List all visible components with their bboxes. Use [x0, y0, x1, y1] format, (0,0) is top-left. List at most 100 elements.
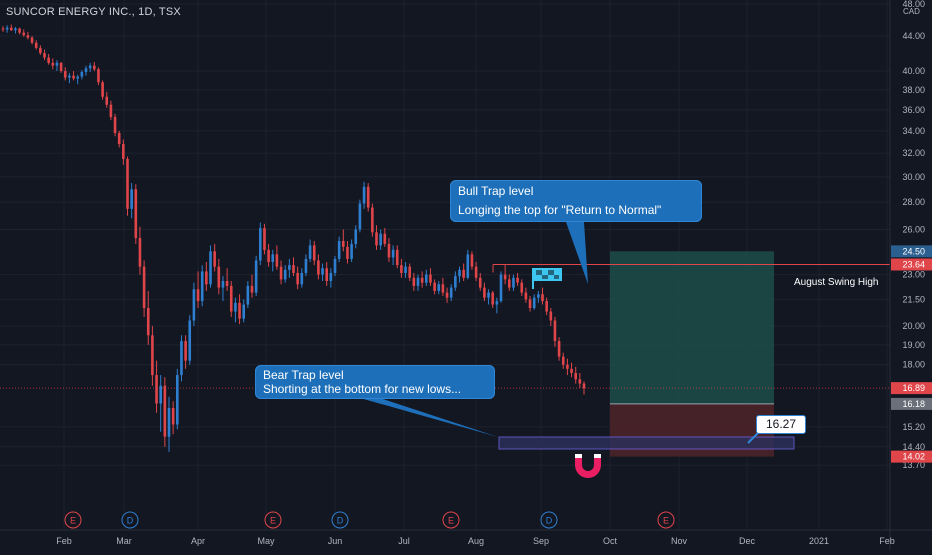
candle-body[interactable]	[167, 408, 171, 437]
candle-body[interactable]	[545, 301, 548, 312]
candle-body[interactable]	[109, 104, 113, 118]
candle-body[interactable]	[466, 254, 470, 278]
candle-body[interactable]	[425, 274, 428, 283]
candle-body[interactable]	[229, 285, 233, 312]
candle-body[interactable]	[395, 249, 399, 266]
candle-body[interactable]	[470, 254, 474, 267]
event-marker[interactable]	[121, 511, 139, 529]
candle-body[interactable]	[10, 27, 13, 31]
candle-body[interactable]	[412, 277, 416, 286]
candle-body[interactable]	[387, 243, 391, 258]
candle-body[interactable]	[366, 186, 370, 208]
candle-body[interactable]	[263, 228, 266, 250]
candle-body[interactable]	[292, 265, 295, 273]
candle-body[interactable]	[499, 274, 503, 302]
candle-body[interactable]	[76, 76, 79, 79]
candle-body[interactable]	[122, 144, 125, 159]
candle-body[interactable]	[88, 65, 92, 69]
candle-body[interactable]	[5, 27, 9, 30]
bull-trap-callout[interactable]: Bull Trap level Longing the top for "Ret…	[450, 180, 702, 222]
candle-body[interactable]	[346, 246, 349, 259]
candle-body[interactable]	[1, 28, 5, 30]
candle-body[interactable]	[321, 268, 324, 275]
candle-body[interactable]	[97, 69, 100, 83]
candle-body[interactable]	[14, 28, 17, 31]
candle-body[interactable]	[304, 258, 308, 273]
candle-body[interactable]	[578, 379, 582, 384]
candle-body[interactable]	[491, 292, 494, 305]
candle-body[interactable]	[151, 335, 154, 376]
candle-body[interactable]	[329, 272, 333, 282]
candle-body[interactable]	[487, 292, 490, 298]
candle-body[interactable]	[254, 260, 258, 293]
candle-body[interactable]	[458, 269, 461, 277]
candle-body[interactable]	[39, 47, 42, 54]
candle-body[interactable]	[557, 340, 561, 357]
candle-body[interactable]	[570, 368, 573, 373]
candle-body[interactable]	[55, 62, 59, 66]
candle-body[interactable]	[134, 189, 138, 239]
candle-body[interactable]	[59, 62, 63, 72]
candle-body[interactable]	[532, 297, 536, 309]
candle-body[interactable]	[317, 260, 320, 275]
event-marker[interactable]	[540, 511, 558, 529]
candle-body[interactable]	[101, 82, 104, 97]
candle-body[interactable]	[383, 233, 387, 244]
event-marker[interactable]	[442, 511, 460, 529]
candle-body[interactable]	[404, 266, 407, 273]
candle-body[interactable]	[508, 279, 511, 288]
candle-body[interactable]	[454, 276, 457, 288]
candle-body[interactable]	[213, 251, 216, 267]
candle-body[interactable]	[300, 272, 304, 285]
candle-body[interactable]	[391, 249, 395, 258]
candle-body[interactable]	[159, 385, 162, 404]
candle-body[interactable]	[234, 302, 237, 312]
candle-body[interactable]	[68, 75, 71, 78]
candle-body[interactable]	[437, 284, 441, 291]
event-marker[interactable]	[331, 511, 349, 529]
candle-body[interactable]	[275, 254, 279, 267]
candle-body[interactable]	[408, 266, 411, 278]
candle-body[interactable]	[325, 268, 328, 282]
candle-body[interactable]	[445, 292, 449, 298]
candle-body[interactable]	[84, 68, 88, 72]
candle-body[interactable]	[433, 282, 436, 291]
candle-body[interactable]	[350, 243, 353, 259]
candle-body[interactable]	[221, 281, 225, 288]
candle-body[interactable]	[478, 277, 482, 288]
candle-body[interactable]	[549, 311, 553, 321]
candle-body[interactable]	[63, 71, 67, 78]
candle-body[interactable]	[113, 117, 117, 133]
candle-body[interactable]	[126, 158, 129, 209]
candle-body[interactable]	[105, 96, 109, 105]
candle-body[interactable]	[541, 294, 544, 302]
candle-body[interactable]	[259, 228, 262, 261]
candle-body[interactable]	[267, 249, 270, 262]
price-note-box[interactable]: 16.27	[756, 415, 806, 434]
candle-body[interactable]	[362, 186, 366, 204]
candle-body[interactable]	[375, 232, 378, 246]
candle-body[interactable]	[51, 62, 55, 66]
candle-body[interactable]	[205, 271, 208, 285]
candle-body[interactable]	[288, 265, 291, 270]
candle-body[interactable]	[279, 266, 283, 280]
candle-body[interactable]	[371, 207, 374, 233]
flag-icon[interactable]	[532, 268, 562, 289]
candle-body[interactable]	[474, 266, 478, 278]
candle-body[interactable]	[225, 281, 229, 286]
candle-body[interactable]	[180, 340, 183, 376]
candle-body[interactable]	[524, 292, 528, 300]
candle-body[interactable]	[283, 269, 287, 280]
candle-body[interactable]	[495, 301, 499, 305]
candle-body[interactable]	[483, 287, 486, 298]
candle-body[interactable]	[217, 266, 221, 288]
candle-body[interactable]	[503, 274, 507, 280]
candle-body[interactable]	[163, 385, 167, 437]
candle-body[interactable]	[462, 269, 465, 278]
candle-body[interactable]	[429, 274, 432, 283]
event-marker[interactable]	[264, 511, 282, 529]
candle-body[interactable]	[246, 285, 250, 305]
candle-body[interactable]	[184, 340, 187, 361]
candle-body[interactable]	[22, 32, 26, 36]
candle-body[interactable]	[130, 189, 133, 209]
